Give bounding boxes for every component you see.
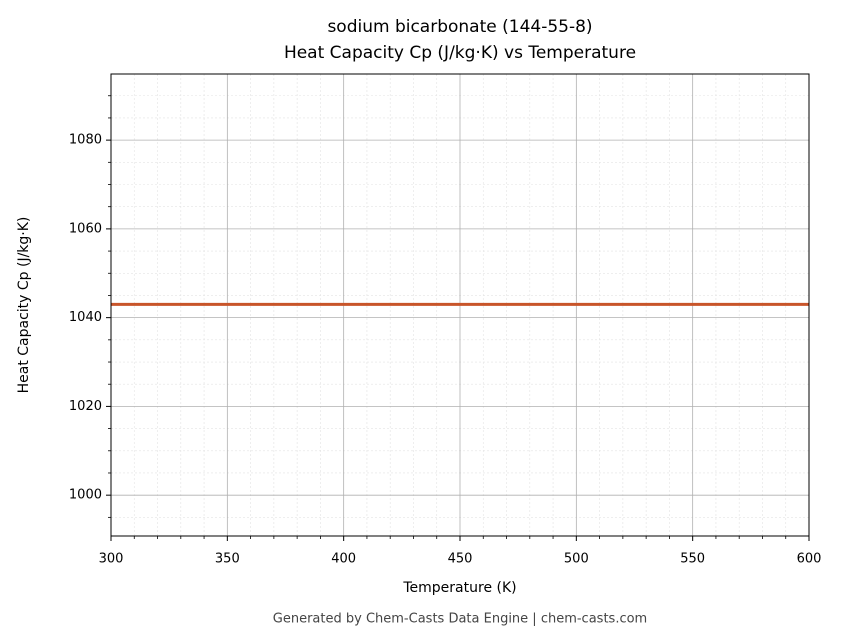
chart-title: sodium bicarbonate (144-55-8)	[327, 17, 592, 37]
x-tick-label: 400	[331, 552, 356, 567]
x-tick-label: 550	[680, 552, 705, 567]
footer: Generated by Chem-Casts Data Engine | ch…	[273, 612, 647, 627]
plot-frame	[110, 73, 810, 537]
y-tick-label: 1000	[69, 488, 102, 503]
y-tick-label: 1020	[69, 399, 102, 414]
y-tick-label: 1040	[69, 310, 102, 325]
x-tick-label: 600	[797, 552, 822, 567]
x-tick-label: 500	[564, 552, 589, 567]
x-tick-label: 350	[215, 552, 240, 567]
chart-subtitle: Heat Capacity Cp (J/kg·K) vs Temperature	[284, 43, 636, 63]
x-axis-label: Temperature (K)	[402, 580, 516, 596]
x-tick-label: 450	[448, 552, 473, 567]
y-tick-label: 1080	[69, 133, 102, 148]
y-tick-label: 1060	[69, 221, 102, 236]
x-tick-label: 300	[99, 552, 124, 567]
y-axis-label: Heat Capacity Cp (J/kg·K)	[16, 217, 32, 394]
